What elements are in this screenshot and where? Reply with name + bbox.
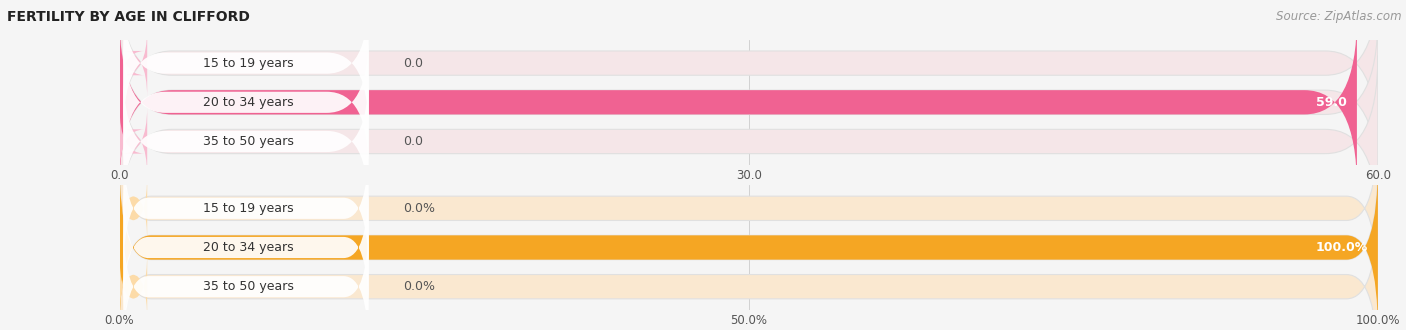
Text: 0.0: 0.0 — [402, 57, 423, 70]
Text: 0.0: 0.0 — [402, 135, 423, 148]
Text: FERTILITY BY AGE IN CLIFFORD: FERTILITY BY AGE IN CLIFFORD — [7, 10, 250, 24]
FancyBboxPatch shape — [124, 141, 368, 276]
Text: 15 to 19 years: 15 to 19 years — [204, 202, 294, 215]
FancyBboxPatch shape — [124, 35, 368, 170]
FancyBboxPatch shape — [120, 56, 1378, 227]
FancyBboxPatch shape — [120, 174, 148, 243]
FancyBboxPatch shape — [120, 28, 148, 98]
Text: 100.0%: 100.0% — [1316, 241, 1368, 254]
Text: 20 to 34 years: 20 to 34 years — [204, 241, 294, 254]
FancyBboxPatch shape — [120, 162, 1378, 330]
FancyBboxPatch shape — [124, 0, 368, 131]
FancyBboxPatch shape — [124, 74, 368, 209]
FancyBboxPatch shape — [120, 201, 1378, 330]
Text: 20 to 34 years: 20 to 34 years — [204, 96, 294, 109]
FancyBboxPatch shape — [120, 122, 1378, 294]
FancyBboxPatch shape — [120, 0, 1378, 149]
Text: 0.0%: 0.0% — [402, 202, 434, 215]
Text: 35 to 50 years: 35 to 50 years — [202, 280, 294, 293]
FancyBboxPatch shape — [124, 219, 368, 330]
Text: 59.0: 59.0 — [1316, 96, 1347, 109]
FancyBboxPatch shape — [120, 16, 1357, 188]
FancyBboxPatch shape — [120, 107, 148, 176]
Text: 0.0%: 0.0% — [402, 280, 434, 293]
FancyBboxPatch shape — [120, 252, 148, 321]
Text: 35 to 50 years: 35 to 50 years — [202, 135, 294, 148]
FancyBboxPatch shape — [120, 16, 1378, 188]
Text: 15 to 19 years: 15 to 19 years — [204, 57, 294, 70]
FancyBboxPatch shape — [124, 180, 368, 315]
FancyBboxPatch shape — [120, 162, 1378, 330]
Text: Source: ZipAtlas.com: Source: ZipAtlas.com — [1277, 10, 1402, 23]
